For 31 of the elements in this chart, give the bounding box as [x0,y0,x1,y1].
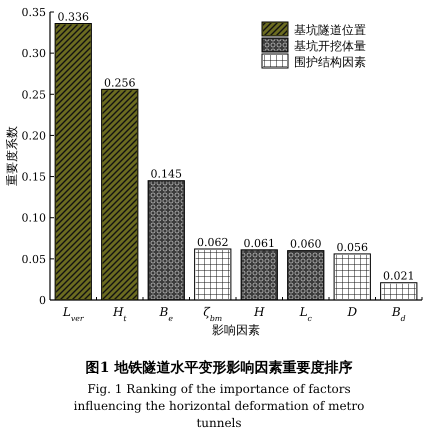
text: 图1 地铁隧道水平变形影响因素重要度排序 [86,359,352,376]
y-tick-label: 0.15 [22,170,46,184]
legend-label: 基坑开挖体量 [294,39,366,53]
x-tick-label: D [346,305,358,319]
y-tick-label: 0.05 [22,252,46,266]
y-tick-label: 0.10 [22,212,46,225]
data-label: 0.021 [383,270,414,283]
x-axis-title: 影响因素 [212,323,260,337]
legend-label: 基坑隧道位置 [294,23,366,37]
legend-label: 围护结构因素 [294,55,366,69]
data-label: 0.060 [290,238,322,251]
x-tick-label: ζ$_{bm}$ [203,305,222,322]
data-label: 0.336 [58,10,89,24]
data-label: 0.062 [197,236,228,249]
x-tick-label: H [253,305,266,319]
x-tick-label: H$_{t}$ [112,305,128,322]
y-tick-label: 0.30 [22,47,46,60]
y-tick-label: 0 [39,294,46,307]
x-tick-label: L$_{c}$ [298,305,313,322]
text: Fig. 1 Ranking of the importance of factors influencing the horizontal deformation of metro tunnels [74,382,364,430]
y-tick-label: 0.25 [22,88,46,102]
data-label: 0.145 [150,168,182,181]
data-label: 0.256 [104,76,136,90]
y-tick-label: 0.20 [22,129,46,142]
x-tick-label: L$_{ver}$ [62,305,85,322]
x-tick-label: B$_{e}$ [158,305,174,322]
data-label: 0.056 [336,240,368,254]
y-axis-title: 重要度系数 [5,126,19,186]
y-tick-label: 0.35 [22,6,46,19]
data-label: 0.061 [244,236,275,250]
x-tick-label: B$_{d}$ [390,305,406,322]
